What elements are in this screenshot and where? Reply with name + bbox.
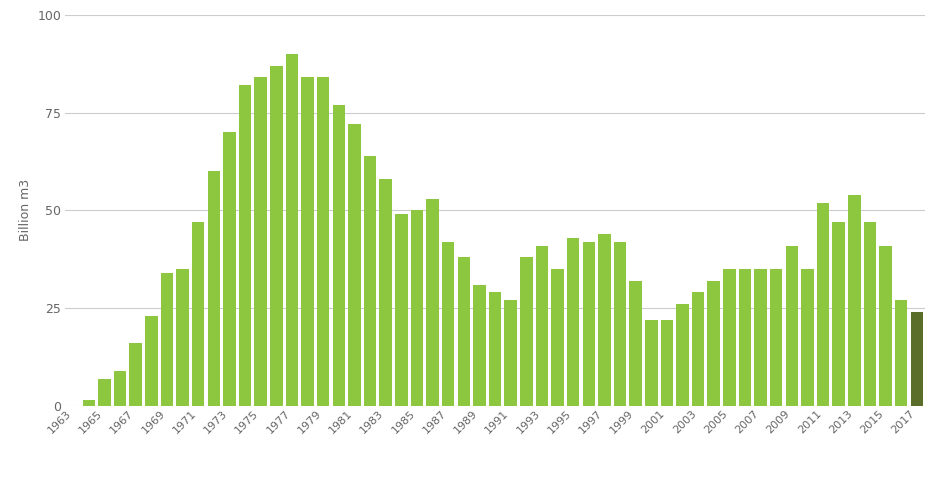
Bar [317,77,330,406]
Bar [239,85,251,406]
Bar [739,269,751,406]
Bar [191,222,205,406]
Bar [755,269,767,406]
Bar [879,246,892,406]
Bar [302,77,314,406]
Bar [832,222,845,406]
Bar [504,300,517,406]
Bar [848,195,860,406]
Bar [551,269,564,406]
Bar [395,214,407,406]
Bar [911,312,923,406]
Bar [458,257,470,406]
Bar [161,273,173,406]
Bar [645,320,658,406]
Bar [474,285,486,406]
Bar [660,320,673,406]
Bar [817,202,829,406]
Bar [411,210,423,406]
Bar [114,371,126,406]
Bar [567,238,579,406]
Bar [583,242,595,406]
Bar [801,269,814,406]
Bar [614,242,627,406]
Bar [535,246,548,406]
Bar [82,400,95,406]
Bar [98,379,111,406]
Bar [895,300,908,406]
Bar [707,281,720,406]
Bar [270,66,283,406]
Bar [488,293,502,406]
Bar [254,77,267,406]
Bar [723,269,736,406]
Bar [598,234,611,406]
Bar [145,316,158,406]
Bar [177,269,189,406]
Bar [785,246,799,406]
Bar [676,304,688,406]
Bar [379,179,392,406]
Bar [630,281,642,406]
Bar [426,198,439,406]
Bar [286,54,298,406]
Bar [770,269,783,406]
Bar [348,124,361,406]
Bar [333,105,345,406]
Bar [520,257,532,406]
Bar [864,222,876,406]
Bar [692,293,704,406]
Bar [207,171,220,406]
Bar [442,242,455,406]
Y-axis label: Billion m3: Billion m3 [19,179,32,242]
Bar [223,132,235,406]
Bar [130,344,142,406]
Bar [363,155,376,406]
